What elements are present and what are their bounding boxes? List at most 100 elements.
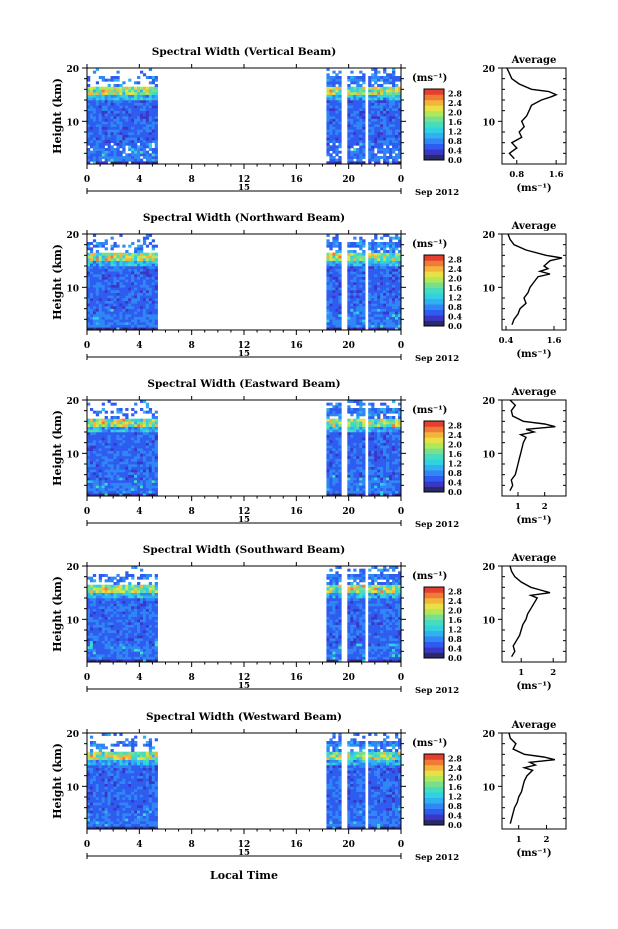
heatmap-cell xyxy=(347,448,351,451)
heatmap-cell xyxy=(332,132,336,135)
heatmap-cell xyxy=(145,156,150,159)
heatmap-cell xyxy=(101,300,105,304)
heatmap-cell xyxy=(122,100,126,103)
heatmap-cell xyxy=(374,450,378,454)
heatmap-cell xyxy=(154,456,158,459)
heatmap-cell xyxy=(398,279,402,283)
heatmap-cell xyxy=(329,102,333,106)
heatmap-cell xyxy=(392,295,396,299)
heatmap-cell xyxy=(383,287,387,291)
heatmap-cell xyxy=(98,303,103,307)
heatmap-cell xyxy=(332,482,336,486)
heatmap-cell xyxy=(377,260,381,264)
heatmap-cell xyxy=(326,480,330,483)
heatmap-cell xyxy=(89,622,94,625)
heatmap-cell xyxy=(107,421,111,425)
heatmap-cell xyxy=(89,630,94,633)
heatmap-cell xyxy=(371,247,375,251)
panel-title: Spectral Width (Eastward Beam) xyxy=(147,378,340,390)
heatmap-cell xyxy=(128,86,132,90)
heatmap-cell xyxy=(95,100,100,103)
heatmap-cell xyxy=(377,148,381,151)
heatmap-cell xyxy=(110,579,114,583)
heatmap-cell xyxy=(383,424,387,427)
heatmap-cell xyxy=(380,105,384,109)
heatmap-cell xyxy=(356,292,360,296)
heatmap-cell xyxy=(338,300,342,304)
heatmap-cell xyxy=(101,78,105,82)
heatmap-cell xyxy=(128,456,132,459)
heatmap-cell xyxy=(125,113,129,117)
heatmap-cell xyxy=(350,134,354,138)
heatmap-cell xyxy=(398,440,402,443)
heatmap-cell xyxy=(131,260,135,264)
heatmap-cell xyxy=(386,426,390,430)
colorbar-tick-label: 1.2 xyxy=(448,293,462,303)
heatmap-cell xyxy=(356,137,360,141)
heatmap-cell xyxy=(377,76,381,79)
heatmap-cell xyxy=(104,156,108,159)
heatmap-cell xyxy=(359,279,363,283)
heatmap-cell xyxy=(139,121,144,125)
heatmap-cell xyxy=(131,445,135,449)
heatmap-cell xyxy=(95,242,100,245)
heatmap-cell xyxy=(359,464,363,467)
heatmap-cell xyxy=(377,327,381,331)
heatmap-cell xyxy=(395,300,399,304)
heatmap-cell xyxy=(95,627,100,631)
heatmap-cell xyxy=(329,244,333,248)
heatmap-cell xyxy=(87,490,91,494)
avg-y-tick-label: 10 xyxy=(482,118,495,128)
heatmap-cell xyxy=(139,434,144,438)
heatmap-cell xyxy=(134,493,138,497)
heatmap-cell xyxy=(389,303,393,307)
heatmap-cell xyxy=(116,282,120,285)
heatmap-cell xyxy=(398,116,402,119)
heatmap-cell xyxy=(110,118,114,122)
heatmap-cell xyxy=(87,493,91,497)
heatmap-cell xyxy=(335,271,339,275)
heatmap-cell xyxy=(398,282,402,285)
heatmap-cell xyxy=(125,440,129,443)
heatmap-cell xyxy=(353,124,357,127)
heatmap-cell xyxy=(377,252,381,256)
heatmap-cell xyxy=(386,287,390,291)
heatmap-cell xyxy=(148,319,153,323)
heatmap-cell xyxy=(356,116,360,119)
heatmap-cell xyxy=(356,279,360,283)
heatmap-cell xyxy=(395,92,399,95)
heatmap-cell xyxy=(326,421,330,425)
heatmap-cell xyxy=(87,274,91,277)
heatmap-cell xyxy=(392,132,396,135)
heatmap-cell xyxy=(326,316,330,320)
heatmap-cell xyxy=(110,279,114,283)
heatmap-cell xyxy=(137,258,141,261)
heatmap-cell xyxy=(377,132,381,135)
heatmap-cell xyxy=(386,490,390,494)
heatmap-cell xyxy=(335,276,339,280)
heatmap-cell xyxy=(380,244,384,248)
heatmap-cell xyxy=(368,247,372,251)
heatmap-cell xyxy=(392,432,396,435)
heatmap-cell xyxy=(137,469,141,473)
heatmap-cell xyxy=(98,434,103,438)
heatmap-cell xyxy=(353,156,357,159)
heatmap-cell xyxy=(95,311,100,315)
heatmap-cell xyxy=(110,266,114,269)
heatmap-cell xyxy=(374,105,378,109)
heatmap-cell xyxy=(148,408,153,411)
heatmap-cell xyxy=(104,327,108,331)
heatmap-cell xyxy=(359,413,363,417)
heatmap-cell xyxy=(380,126,384,130)
heatmap-cell xyxy=(107,84,111,87)
heatmap-cell xyxy=(392,142,396,146)
heatmap-cell xyxy=(383,89,387,93)
heatmap-cell xyxy=(374,234,378,237)
heatmap-cell xyxy=(87,140,91,143)
heatmap-cell xyxy=(98,153,103,157)
heatmap-cell xyxy=(128,488,132,491)
heatmap-cell xyxy=(395,453,399,457)
heatmap-cell xyxy=(338,493,342,497)
heatmap-cell xyxy=(329,488,333,491)
heatmap-cell xyxy=(398,129,402,133)
